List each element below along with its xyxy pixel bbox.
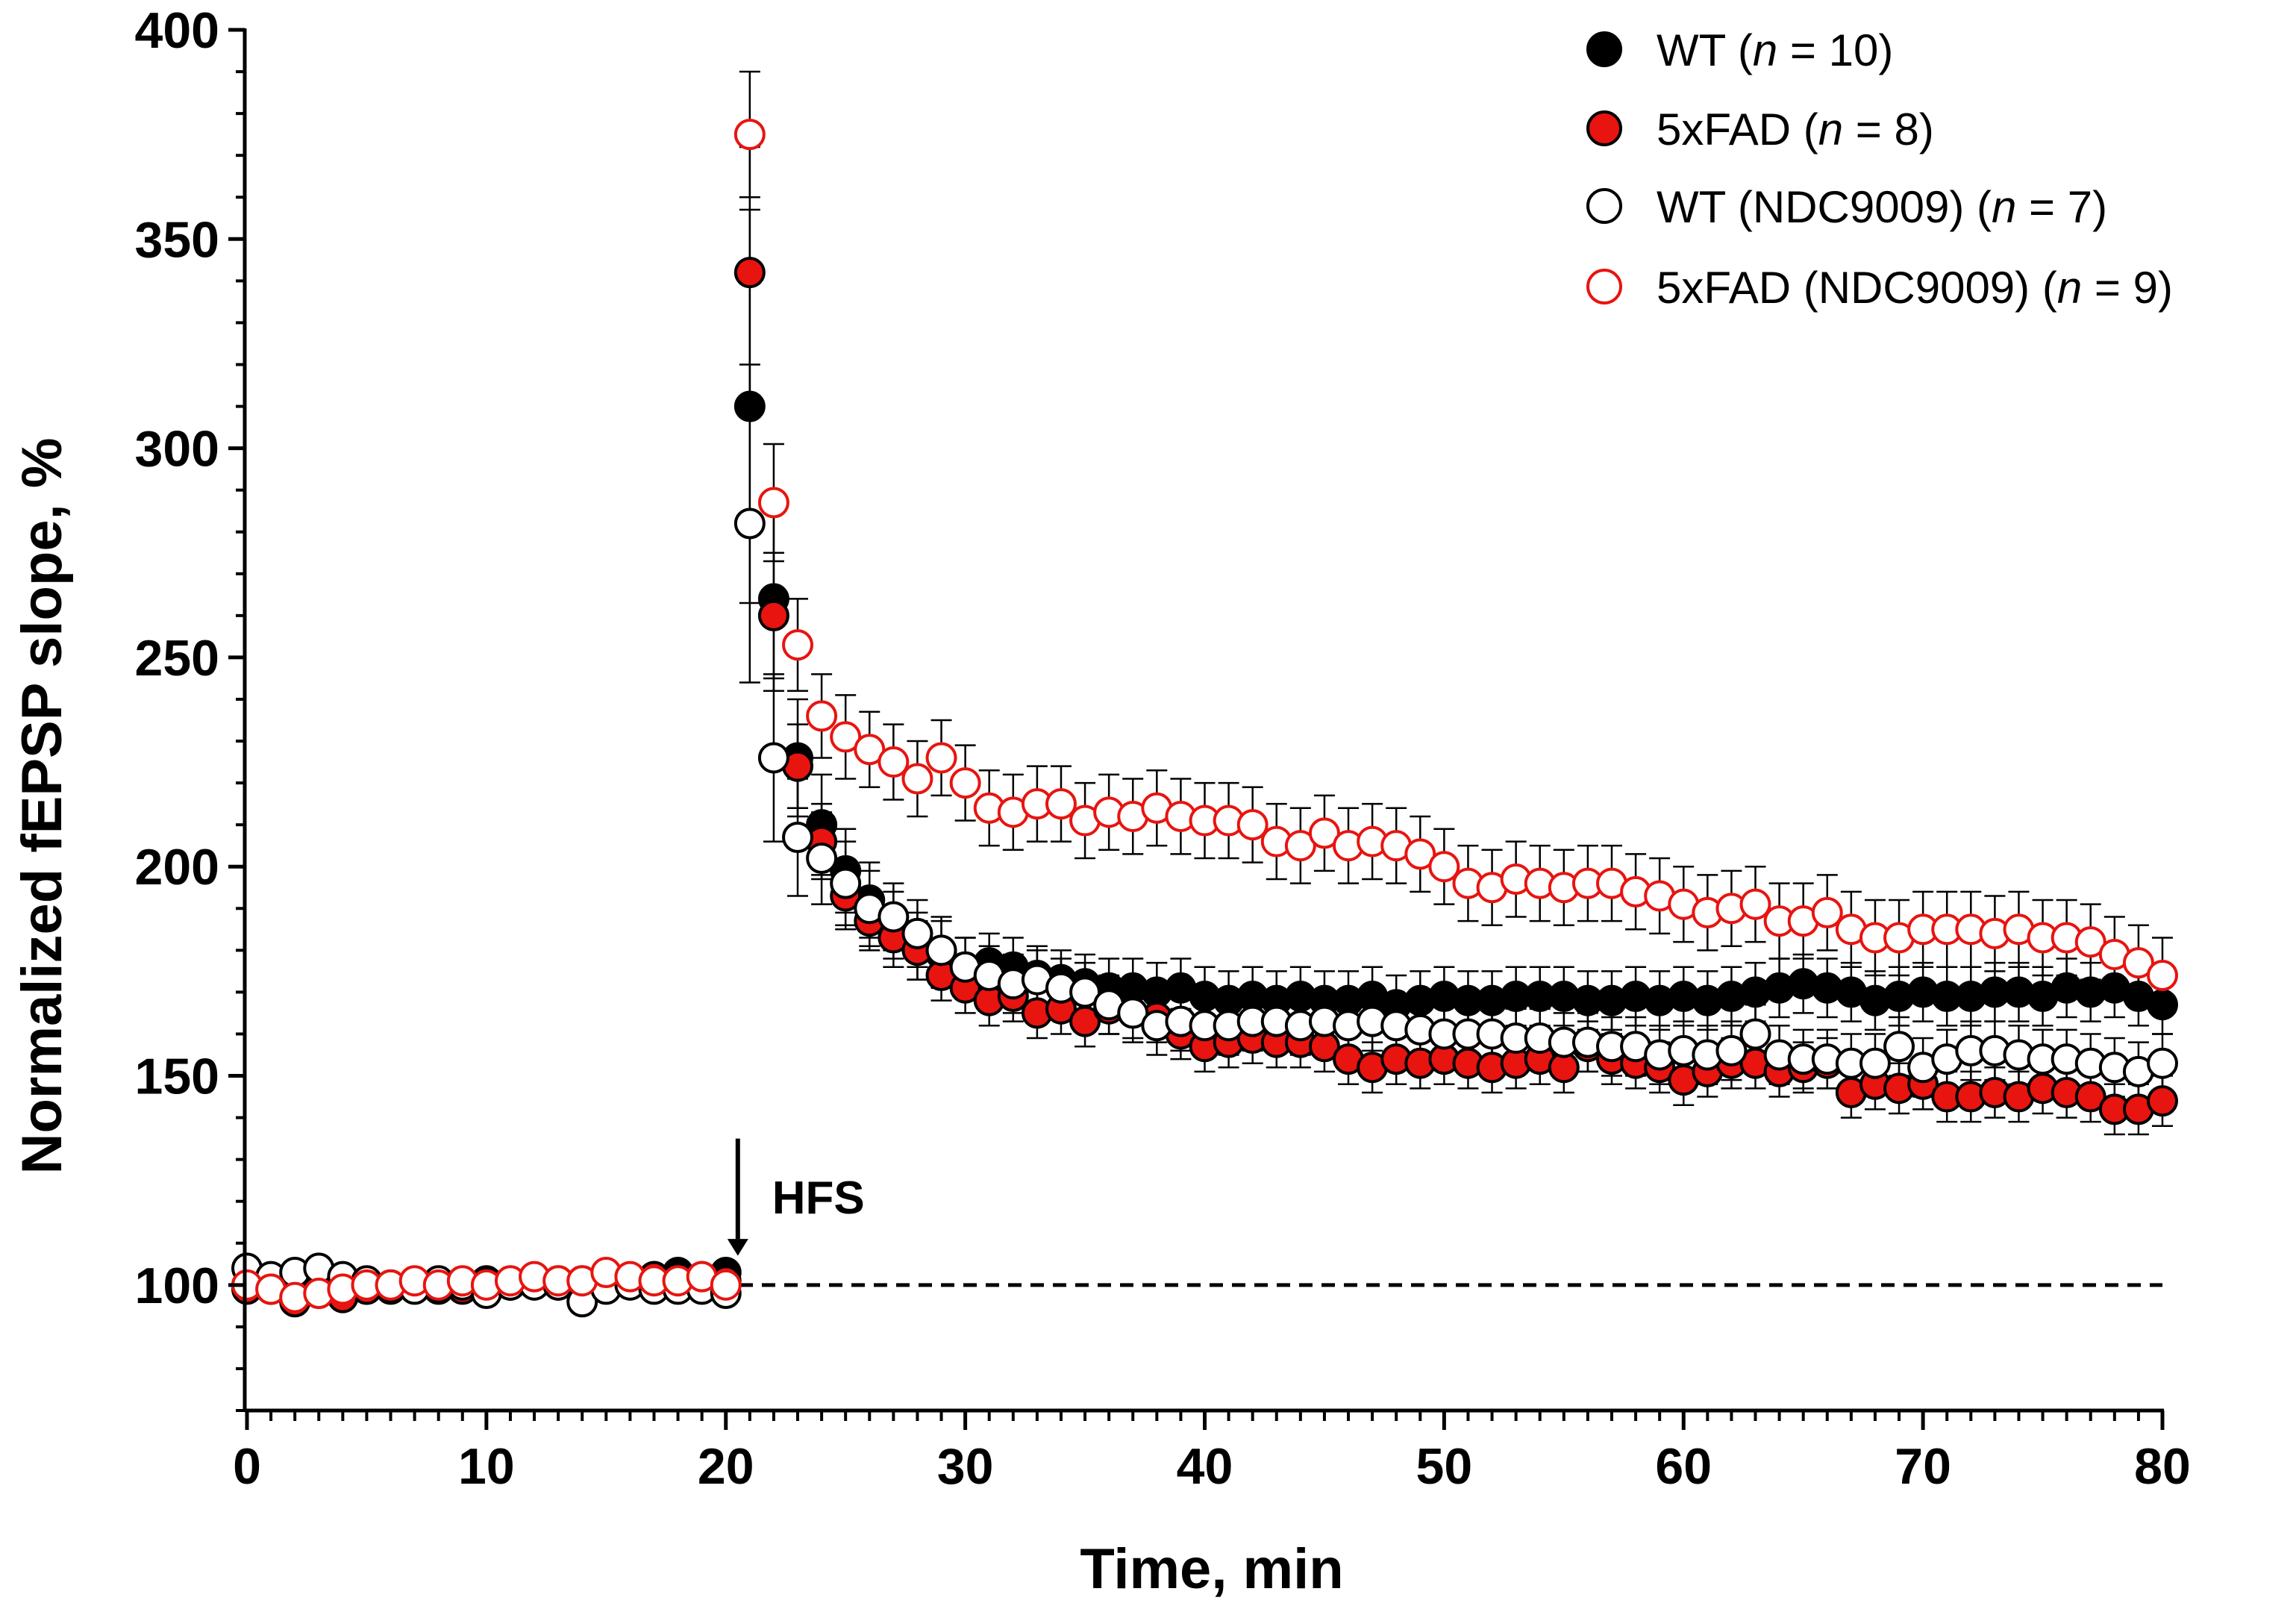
point-5xfad-ndc9009 xyxy=(782,629,814,661)
y-tick-label-250: 250 xyxy=(135,630,219,687)
point-5xfad-ndc9009 xyxy=(806,700,838,732)
point-wt-ndc9009 xyxy=(878,901,910,933)
x-tick-label-10: 10 xyxy=(458,1438,515,1495)
point-5xfad-ndc9009 xyxy=(1739,888,1771,920)
y-tick-label-100: 100 xyxy=(135,1258,219,1314)
y-tick-label-300: 300 xyxy=(135,421,219,478)
legend-label-wt-ndc9009: WT (NDC9009) (n = 7) xyxy=(1657,182,2107,232)
point-wt xyxy=(733,390,766,422)
legend-label-5xfad-ndc9009: 5xFAD (NDC9009) (n = 9) xyxy=(1657,263,2173,313)
point-5xfad-ndc9009 xyxy=(830,721,862,753)
point-wt-ndc9009 xyxy=(733,507,766,540)
point-wt xyxy=(2147,989,2178,1021)
x-tick-label-80: 80 xyxy=(2134,1438,2191,1495)
legend-marker-wt-ndc9009 xyxy=(1586,188,1622,224)
point-5xfad-ndc9009 xyxy=(878,746,910,778)
point-5xfad-ndc9009 xyxy=(901,763,933,795)
legend-label-wt: WT (n = 10) xyxy=(1657,25,1893,75)
point-5xfad-ndc9009 xyxy=(1308,817,1340,849)
point-5xfad-ndc9009 xyxy=(1284,830,1316,862)
y-tick-label-200: 200 xyxy=(135,839,219,896)
y-tick-label-400: 400 xyxy=(135,2,219,59)
point-wt-ndc9009 xyxy=(1715,1034,1748,1066)
legend-label-5xfad: 5xFAD (n = 8) xyxy=(1657,104,1934,154)
legend-item-wt: WT (n = 10) xyxy=(1586,25,1893,75)
point-wt-ndc9009 xyxy=(830,867,862,899)
x-tick-label-50: 50 xyxy=(1416,1438,1473,1495)
point-wt-ndc9009 xyxy=(1069,976,1101,1008)
point-wt-ndc9009 xyxy=(806,843,838,874)
x-tick-label-70: 70 xyxy=(1895,1438,1951,1495)
legend: WT (n = 10) 5xFAD (n = 8) WT (NDC9009) (… xyxy=(1586,25,2173,313)
point-5xfad-ndc9009 xyxy=(2074,926,2106,958)
point-5xfad-ndc9009 xyxy=(1404,838,1436,870)
point-5xfad xyxy=(733,257,766,289)
point-5xfad-ndc9009 xyxy=(733,119,766,151)
legend-item-5xfad-ndc9009: 5xFAD (NDC9009) (n = 9) xyxy=(1586,263,2173,313)
y-ticks: 100 150 200 250 300 350 400 xyxy=(135,2,245,1412)
axes: 100 150 200 250 300 350 400 0 10 20 30 40 50 60 70 80 xyxy=(135,2,2191,1495)
point-5xfad-ndc9009 xyxy=(2122,947,2154,979)
legend-item-5xfad: 5xFAD (n = 8) xyxy=(1586,104,1934,154)
hfs-annotation: HFS xyxy=(727,1138,865,1256)
point-5xfad-ndc9009 xyxy=(1428,851,1460,883)
hfs-label: HFS xyxy=(772,1172,865,1224)
point-5xfad-ndc9009 xyxy=(757,487,789,519)
point-wt-ndc9009 xyxy=(1859,1047,1891,1079)
legend-marker-5xfad xyxy=(1586,110,1622,146)
x-tick-label-20: 20 xyxy=(698,1438,754,1495)
x-ticks: 0 10 20 30 40 50 60 70 80 xyxy=(233,1411,2191,1495)
point-5xfad-ndc9009 xyxy=(854,734,886,766)
y-tick-label-350: 350 xyxy=(135,211,219,268)
point-5xfad xyxy=(2074,1081,2106,1113)
point-wt-ndc9009 xyxy=(1117,997,1149,1029)
x-tick-label-30: 30 xyxy=(937,1438,994,1495)
point-wt-ndc9009 xyxy=(901,917,933,949)
x-axis-title: Time, min xyxy=(1080,1537,1343,1601)
x-tick-label-60: 60 xyxy=(1655,1438,1712,1495)
point-wt-ndc9009 xyxy=(2147,1047,2178,1079)
point-wt-ndc9009 xyxy=(1739,1018,1771,1050)
point-5xfad-ndc9009 xyxy=(925,742,957,774)
y-tick-label-150: 150 xyxy=(135,1049,219,1105)
point-5xfad-ndc9009 xyxy=(710,1269,742,1301)
point-5xfad xyxy=(2147,1085,2178,1117)
legend-marker-5xfad-ndc9009 xyxy=(1586,269,1622,304)
hfs-arrow-head xyxy=(727,1239,748,1256)
point-5xfad-ndc9009 xyxy=(2147,959,2178,991)
point-5xfad-ndc9009 xyxy=(1811,896,1843,928)
legend-marker-wt xyxy=(1586,31,1622,67)
point-wt-ndc9009 xyxy=(1883,1031,1915,1063)
legend-item-wt-ndc9009: WT (NDC9009) (n = 7) xyxy=(1586,182,2107,232)
point-5xfad xyxy=(757,599,789,631)
point-wt-ndc9009 xyxy=(782,821,814,853)
y-axis-title: Normalized fEPSP slope, % xyxy=(10,438,74,1175)
points-layer xyxy=(231,119,2178,1318)
point-wt-ndc9009 xyxy=(757,742,789,774)
point-5xfad-ndc9009 xyxy=(949,767,981,799)
x-tick-label-40: 40 xyxy=(1177,1438,1233,1495)
point-5xfad-ndc9009 xyxy=(1045,788,1077,820)
point-5xfad-ndc9009 xyxy=(1236,809,1269,841)
x-tick-label-0: 0 xyxy=(233,1438,261,1495)
point-wt-ndc9009 xyxy=(925,934,957,966)
